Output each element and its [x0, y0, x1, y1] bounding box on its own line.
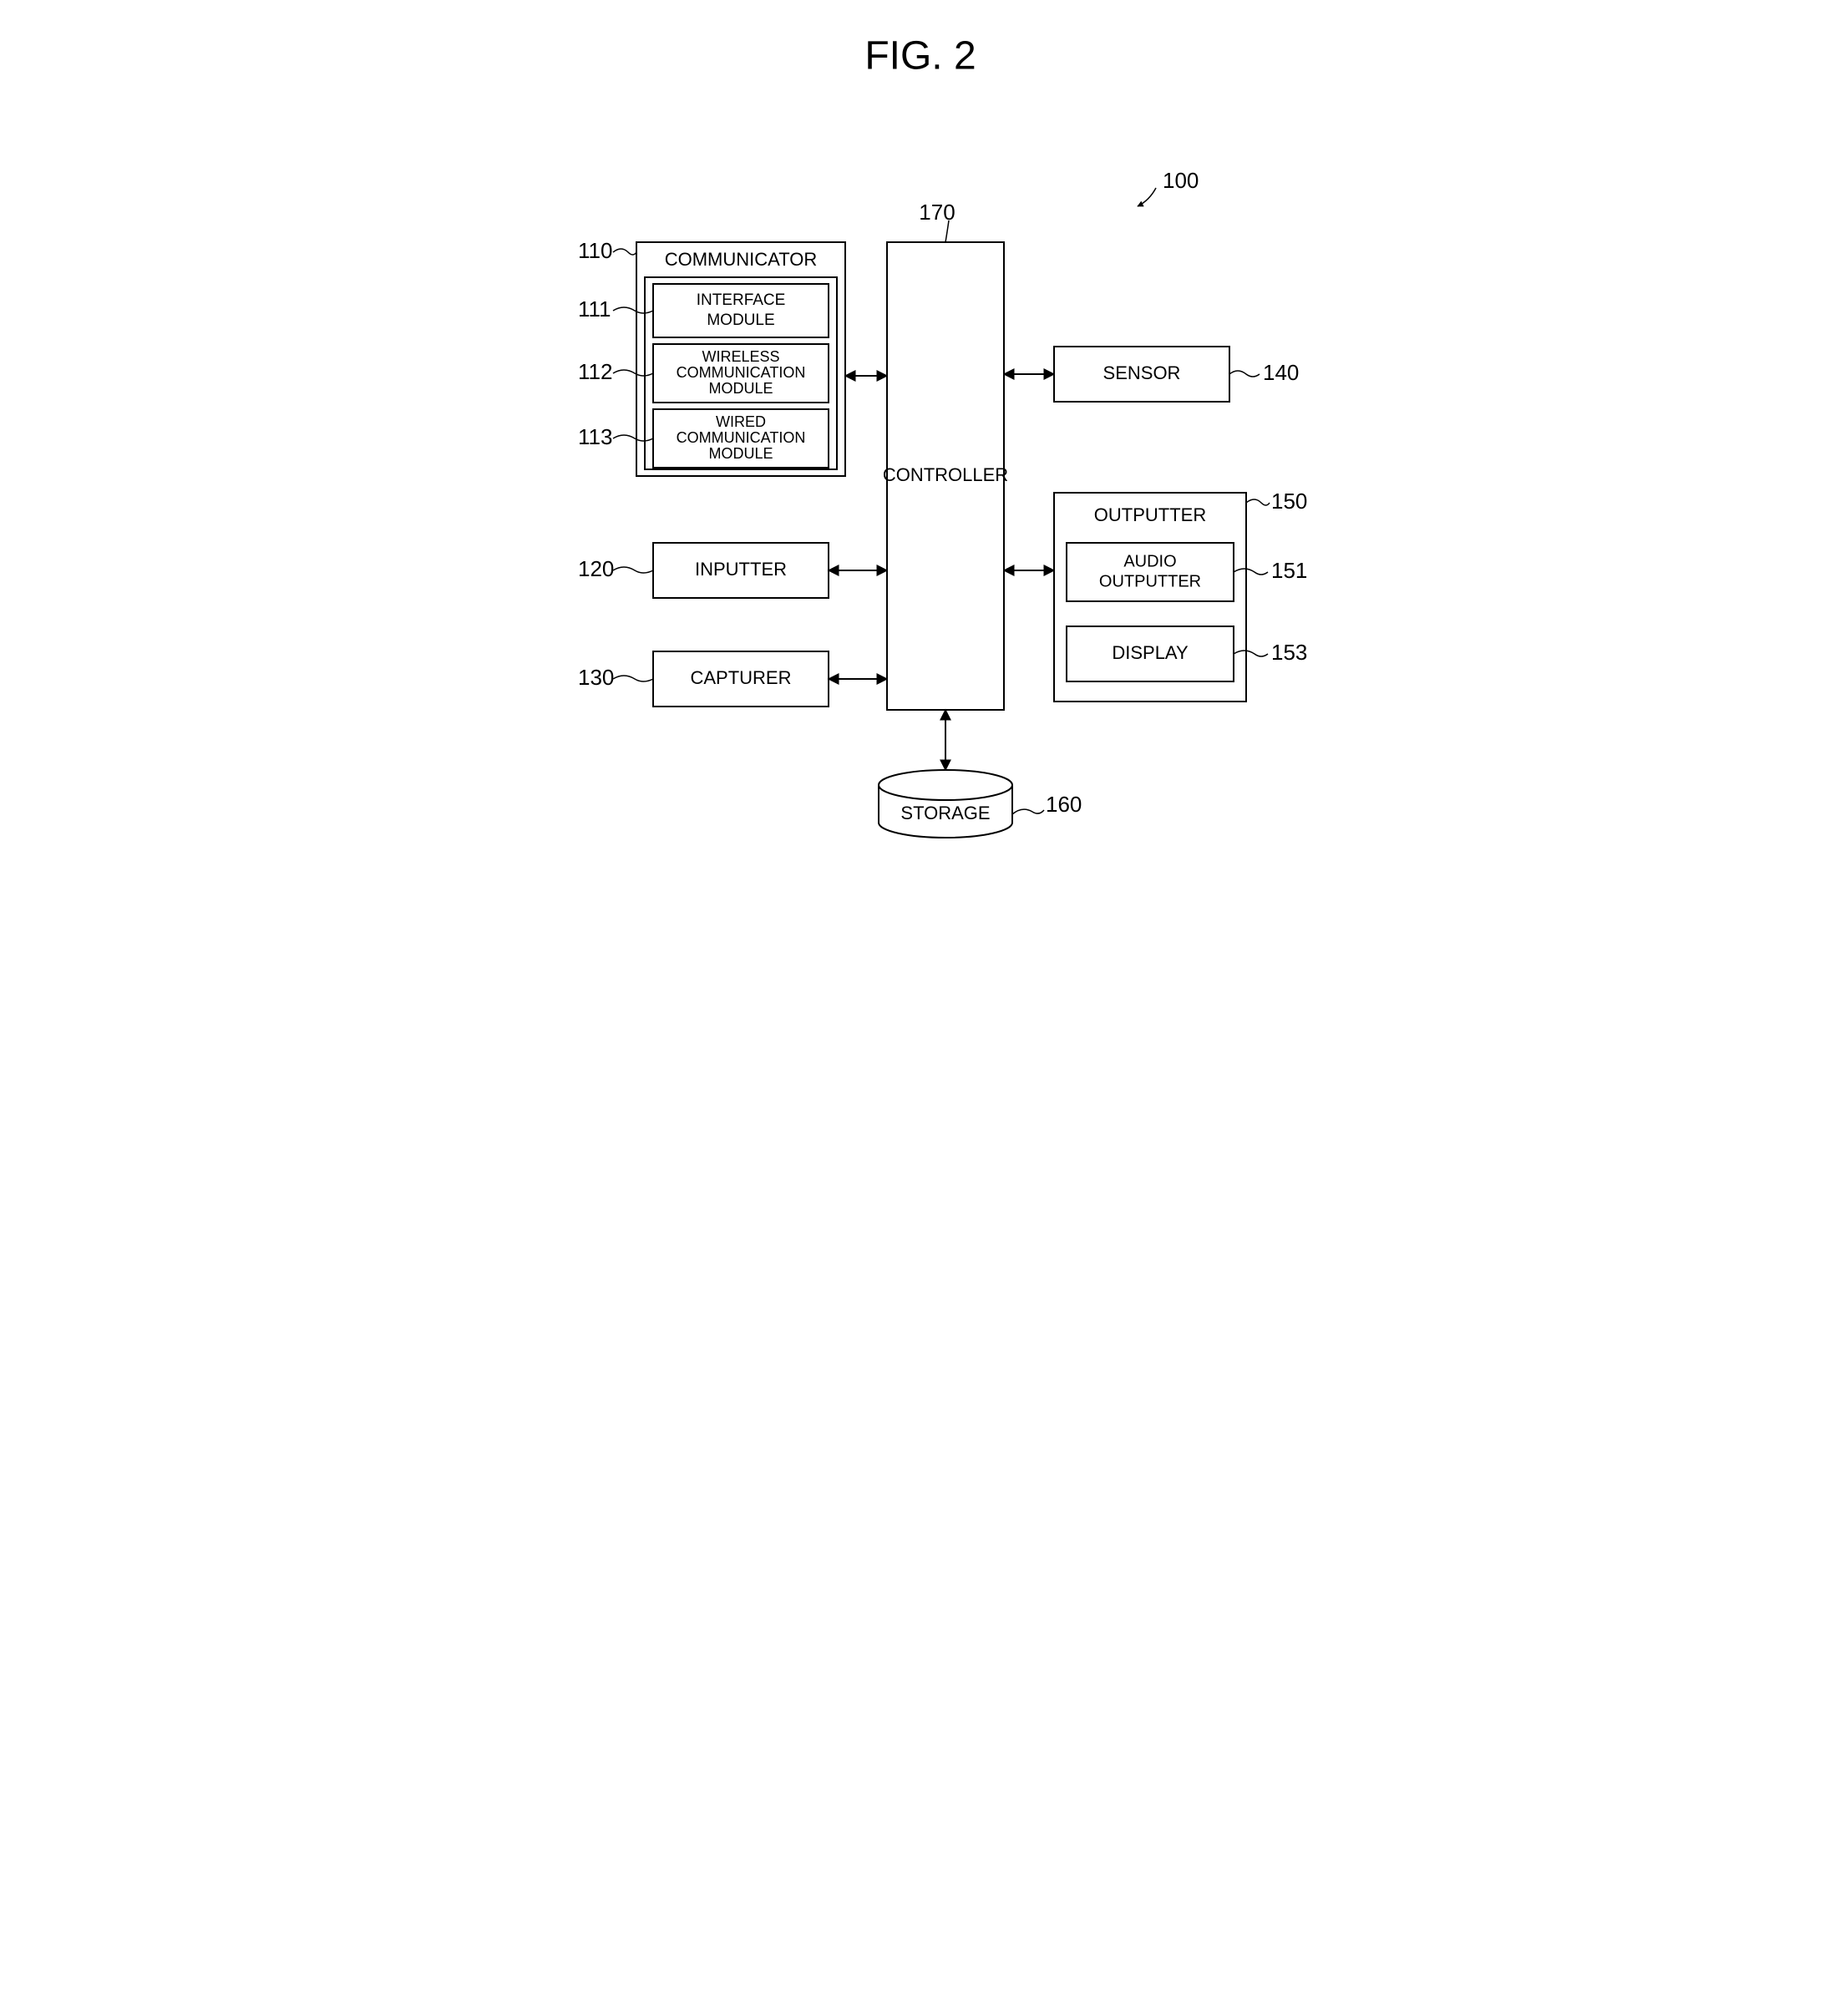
ref-151: 151 — [1271, 558, 1307, 583]
leader-150 — [1246, 499, 1270, 505]
interface-label1: INTERFACE — [696, 291, 785, 309]
ref-130: 130 — [578, 665, 614, 690]
wireless-label2: COMMUNICATION — [676, 364, 805, 381]
audio-label2: OUTPUTTER — [1098, 572, 1200, 590]
leader-160 — [1012, 809, 1044, 814]
ref-160: 160 — [1046, 792, 1082, 817]
ref-140: 140 — [1263, 360, 1299, 385]
ref-170: 170 — [919, 200, 955, 225]
display-label: DISPLAY — [1112, 642, 1189, 663]
leader-overall — [1138, 188, 1156, 206]
ref-120: 120 — [578, 556, 614, 581]
controller-label: CONTROLLER — [882, 464, 1007, 485]
wired-label2: COMMUNICATION — [676, 429, 805, 446]
ref-113: 113 — [578, 424, 612, 449]
inputter-label: INPUTTER — [695, 559, 787, 580]
leader-120 — [613, 567, 653, 573]
ref-112: 112 — [578, 359, 612, 384]
ref-150: 150 — [1271, 489, 1307, 514]
wireless-label1: WIRELESS — [702, 348, 779, 365]
leader-130 — [613, 676, 653, 681]
ref-111: 111 — [578, 296, 611, 322]
sensor-label: SENSOR — [1102, 362, 1180, 383]
audio-label1: AUDIO — [1123, 552, 1176, 570]
capturer-label: CAPTURER — [690, 667, 791, 688]
leader-110 — [613, 249, 636, 255]
outputter-label: OUTPUTTER — [1093, 504, 1205, 525]
ref-overall: 100 — [1163, 168, 1199, 193]
communicator-label: COMMUNICATOR — [664, 249, 817, 270]
ref-110: 110 — [578, 238, 612, 263]
figure-title: FIG. 2 — [864, 34, 976, 79]
leader-140 — [1229, 371, 1260, 377]
ref-153: 153 — [1271, 640, 1307, 665]
wired-label3: MODULE — [708, 445, 773, 462]
interface-label2: MODULE — [707, 312, 774, 329]
storage-label: STORAGE — [900, 803, 990, 823]
wireless-label3: MODULE — [708, 380, 773, 397]
wired-label1: WIRED — [716, 413, 766, 430]
